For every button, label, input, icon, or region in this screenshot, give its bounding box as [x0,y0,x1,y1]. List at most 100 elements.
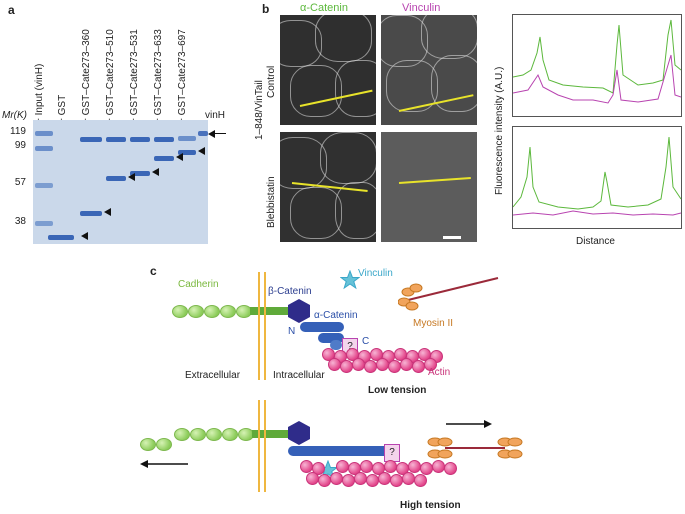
cadherin-domain-ht-1 [140,438,156,451]
arrow-right-force [446,420,492,428]
band-cate633 [154,156,174,161]
alpha-catenin-segment-1 [300,322,344,332]
band-cate360 [80,211,102,216]
lane-label-cate360: + GST–Cate273–360 [81,29,92,124]
band-ladder-119 [35,131,53,136]
band-ladder-38 [35,221,53,226]
cadherin-domain-ht-5 [206,428,222,441]
band-cate697 [178,150,196,155]
arrowhead-cate697 [198,147,205,155]
cadherin-domain-ht-6 [222,428,238,441]
trace-blebbistatin-vinculin [512,210,682,216]
myosin-label: Myosin II [413,318,454,329]
alpha-catenin-extended [288,446,398,456]
vinculin-label: Vinculin [358,268,393,279]
channel-catenin-label: α-Catenin [300,2,348,14]
membrane-line-2 [264,272,266,380]
lane-label-cate531: + GST–Cate273–531 [129,29,140,124]
lane-label-input: + Input (vinH) [34,63,45,124]
arrow-vinh-head [208,130,215,138]
beta-catenin-hexagon-ht [288,421,310,445]
line-scan-blebbistatin-vinculin [398,176,471,184]
arrowhead-cate510 [128,173,135,181]
trace-blebbistatin-catenin [512,136,682,210]
arrow-vinh [212,133,226,134]
band-gst [48,235,74,240]
construct-label: 1–848/VinTail [254,80,265,140]
channel-vinculin-label: Vinculin [402,2,441,14]
cadherin-tail [250,307,290,315]
arrowhead-gst [81,232,88,240]
membrane-line-ht-1 [258,400,260,492]
actin-label-low: Actin [428,367,451,378]
band-cate633-top [154,137,174,142]
image-blebbistatin-vinculin [381,132,477,242]
scale-bar [443,236,461,239]
trace-control-vinculin [512,54,682,104]
marker-119: 119 [10,126,26,137]
marker-38: 38 [14,216,26,227]
alpha-catenin-segment-2 [318,333,344,343]
intracellular-label: Intracellular [273,370,325,381]
band-ladder-99 [35,146,53,151]
n-terminus-label: N [288,326,296,337]
alpha-catenin-label-low: α-Catenin [314,310,358,321]
image-control-catenin [280,15,376,125]
lane-label-cate633: + GST–Cate273–633 [153,29,164,124]
vinh-label: vinH [205,110,226,121]
lane-label-cate697: + GST–Cate273–697 [177,29,188,124]
arrow-left-force [140,460,188,468]
myosin-icon-low [398,277,499,311]
plot-ylabel: Fluorescence intensity (A.U.) [494,66,505,195]
plot-blebbistatin-svg [512,136,682,216]
panel-a-letter: a [8,3,15,17]
panel-c-letter: c [150,264,157,278]
plot-xlabel: Distance [576,236,615,247]
cadherin-tail-ht [252,430,290,438]
c-terminus-label: C [362,336,370,347]
low-tension-label: Low tension [368,385,427,396]
row-blebbistatin-label: Blebbistatin [266,176,277,228]
lane-label-cate510: + GST–Cate273–510 [105,29,116,124]
band-cate360-top [80,137,102,142]
vinculin-star-low [340,270,360,290]
band-cate510-top [106,137,126,142]
cadherin-domain-ht-3 [174,428,190,441]
cadherin-domain-ht-2 [156,438,172,451]
marker-99: 99 [14,140,26,151]
high-tension-label: High tension [400,500,461,511]
cadherin-domain-3 [204,305,220,318]
panel-b-letter: b [262,2,270,16]
mw-unit-label: Mr(K) [2,110,27,121]
arrowhead-cate360 [104,208,111,216]
cadherin-domain-1 [172,305,188,318]
beta-catenin-hexagon [288,299,310,323]
row-control-label: Control [266,65,277,98]
band-cate531-top [130,137,150,142]
plot-control-svg [512,19,682,104]
gel-image [33,120,208,244]
cadherin-domain-2 [188,305,204,318]
image-blebbistatin-catenin [280,132,376,242]
myosin-icon-high [427,437,523,459]
extracellular-label: Extracellular [185,370,241,381]
beta-catenin-label: β-Catenin [268,286,312,297]
image-control-vinculin [381,15,477,125]
band-cate510 [106,176,126,181]
alpha-catenin-segment-3 [330,340,342,350]
band-cate531 [130,171,150,176]
arrowhead-cate633 [176,153,183,161]
membrane-line-1 [258,272,260,380]
arrowhead-cate531 [152,168,159,176]
band-cate697-top [178,136,196,141]
band-vinh [198,131,208,136]
marker-57: 57 [14,177,26,188]
band-ladder-57 [35,183,53,188]
trace-control-catenin [512,19,682,94]
plot-blebbistatin [512,126,682,229]
plot-control [512,14,682,117]
cadherin-domain-ht-4 [190,428,206,441]
membrane-line-ht-2 [264,400,266,492]
cadherin-domain-4 [220,305,236,318]
cadherin-label: Cadherin [178,279,219,290]
